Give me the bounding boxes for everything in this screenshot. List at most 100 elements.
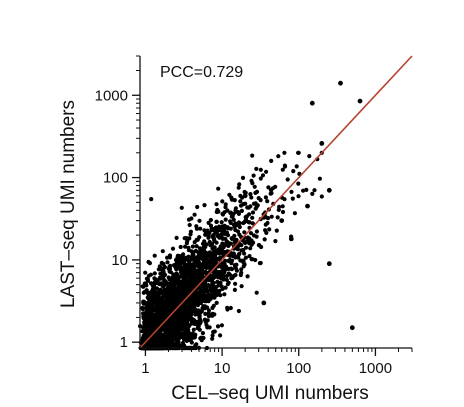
data-point	[291, 169, 296, 174]
data-point	[215, 207, 220, 213]
fit-line	[139, 55, 413, 349]
data-point	[238, 193, 243, 198]
data-point	[188, 229, 193, 234]
data-point	[180, 285, 186, 290]
data-point	[231, 217, 236, 222]
data-point	[206, 314, 211, 319]
data-point	[280, 204, 285, 209]
data-point	[215, 234, 220, 239]
data-point	[210, 233, 215, 238]
data-point	[167, 302, 172, 307]
data-point-outlier	[242, 193, 248, 199]
data-point	[250, 221, 255, 226]
data-point	[198, 321, 203, 326]
data-point	[190, 265, 195, 270]
data-point	[218, 333, 223, 338]
data-point	[210, 289, 216, 294]
data-point	[214, 219, 219, 224]
data-point	[174, 235, 179, 240]
data-point	[152, 271, 157, 276]
y-tick-label: 1	[120, 334, 128, 351]
data-point	[152, 253, 157, 258]
data-point	[202, 203, 207, 208]
data-point	[170, 246, 176, 251]
data-point	[237, 224, 242, 230]
data-point	[268, 188, 274, 193]
data-point	[142, 318, 147, 323]
data-point	[294, 164, 299, 169]
data-point	[219, 323, 224, 328]
data-point	[207, 239, 212, 245]
data-point	[149, 197, 154, 202]
data-point	[181, 276, 186, 281]
data-point	[160, 327, 165, 332]
data-point	[158, 271, 163, 276]
data-point	[220, 286, 225, 291]
x-tick-label: 100	[286, 360, 311, 377]
data-point	[195, 237, 200, 242]
data-point	[174, 339, 179, 344]
data-point	[212, 245, 217, 250]
data-point	[256, 196, 261, 201]
data-point	[201, 304, 206, 309]
data-point	[199, 247, 204, 252]
data-point	[183, 293, 188, 298]
data-point	[242, 230, 247, 235]
data-point	[178, 244, 183, 250]
y-axis-title: LAST–seq UMI numbers	[58, 100, 79, 308]
data-point	[228, 241, 233, 246]
data-point	[210, 295, 215, 300]
data-point	[194, 322, 199, 327]
data-point	[178, 280, 183, 286]
data-point	[236, 308, 241, 314]
data-point	[249, 257, 254, 262]
data-point	[251, 233, 257, 238]
data-point	[258, 176, 263, 181]
data-point	[239, 248, 244, 253]
data-point	[178, 260, 183, 265]
data-point	[201, 263, 206, 268]
data-point	[199, 335, 204, 340]
data-point	[239, 270, 244, 275]
data-point	[155, 338, 160, 343]
data-point	[285, 177, 290, 182]
data-point	[183, 262, 188, 267]
data-point	[207, 259, 212, 265]
data-point	[215, 324, 221, 329]
data-point	[142, 323, 147, 328]
data-point	[204, 318, 209, 323]
data-point	[171, 333, 176, 338]
data-point	[280, 167, 285, 172]
data-point	[149, 281, 154, 286]
data-point	[154, 286, 159, 291]
data-point	[243, 245, 249, 250]
data-point	[202, 239, 207, 244]
data-point	[153, 292, 158, 298]
data-point	[194, 226, 199, 231]
data-point	[156, 303, 161, 308]
data-point	[209, 278, 214, 284]
data-point	[198, 288, 203, 293]
data-point	[214, 284, 219, 290]
data-point	[183, 288, 188, 293]
data-point	[231, 222, 237, 228]
data-point	[187, 314, 192, 319]
data-point	[250, 215, 255, 220]
data-point	[201, 285, 207, 290]
data-point	[191, 327, 196, 332]
data-point	[228, 226, 233, 231]
data-point	[232, 198, 237, 203]
data-point	[225, 307, 230, 312]
data-point	[204, 322, 209, 327]
data-point	[210, 336, 215, 341]
data-point	[166, 285, 171, 290]
data-point	[214, 230, 219, 235]
data-point	[247, 220, 252, 225]
data-point	[143, 333, 148, 338]
data-point	[193, 256, 198, 261]
data-point	[208, 251, 213, 256]
data-point	[162, 306, 167, 311]
data-point	[187, 236, 192, 241]
data-point	[275, 215, 280, 220]
data-point	[164, 298, 169, 303]
